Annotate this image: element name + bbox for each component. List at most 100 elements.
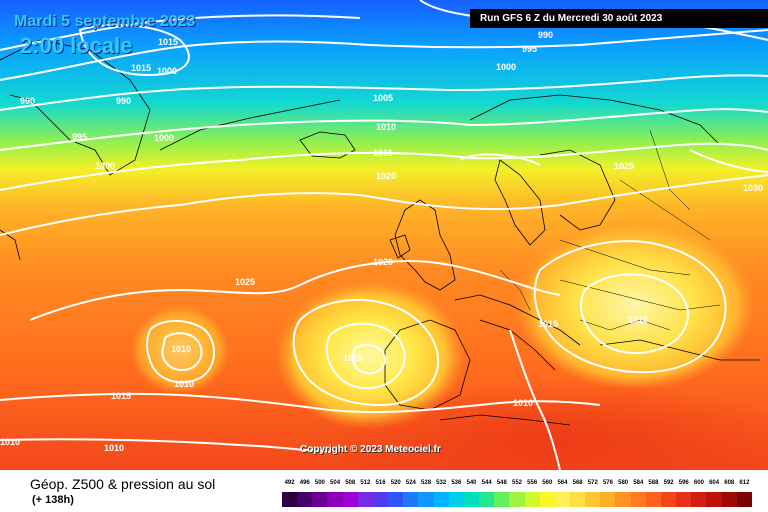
color-scale-swatch — [418, 492, 434, 507]
color-scale-label: 572 — [587, 480, 598, 486]
isobar-label: 995 — [72, 132, 87, 142]
color-scale-swatch — [706, 492, 722, 507]
color-scale-label: 532 — [436, 480, 447, 486]
color-scale-swatch — [569, 492, 586, 507]
color-scale-label: 604 — [709, 480, 720, 486]
color-scale-swatch — [645, 492, 661, 507]
isobar-label: 1010 — [628, 315, 648, 325]
isobar-labels: 1015 1015 1000 990 995 990 990 1000 1005… — [0, 30, 763, 453]
color-scale-swatch — [585, 492, 601, 507]
color-scale-label: 548 — [496, 480, 507, 486]
isobar-label: 1000 — [496, 62, 516, 72]
color-scale-swatch — [342, 492, 358, 507]
color-scale-label: 608 — [724, 480, 735, 486]
isobar-label: 1015 — [373, 148, 393, 158]
color-scale-label: 544 — [481, 480, 492, 486]
isobar-label: 1015 — [111, 391, 131, 401]
isobar-label: 1015 — [158, 37, 178, 47]
color-scale-label: 536 — [451, 480, 462, 486]
color-scale-swatch — [600, 492, 616, 507]
color-scale-swatch — [433, 492, 449, 507]
isobar-label: 1025 — [614, 161, 634, 171]
isobar-label: 1000 — [157, 66, 177, 76]
color-scale-label: 612 — [739, 480, 750, 486]
color-scale-label: 512 — [360, 480, 371, 486]
color-scale-label: 508 — [345, 480, 356, 486]
z500-ridge-balkans — [515, 220, 755, 390]
color-scale-swatch — [691, 492, 707, 507]
color-scale-swatch — [539, 492, 555, 507]
isobar-label: 1000 — [95, 161, 115, 171]
copyright-notice: Copyright © 2023 Meteociel.fr — [300, 444, 441, 455]
isobar-label: 1010 — [0, 437, 20, 447]
color-scale-label: 524 — [405, 480, 416, 486]
color-scale-label: 520 — [390, 480, 401, 486]
map-footer: Géop. Z500 & pression au sol (+ 138h) 49… — [0, 470, 768, 512]
isobar-label: 1030 — [743, 183, 763, 193]
color-scale-swatch — [372, 492, 389, 507]
z500-south-red — [320, 380, 768, 470]
borders — [499, 129, 721, 331]
color-scale-swatch — [676, 492, 692, 507]
run-info-banner: Run GFS 6 Z du Mercredi 30 août 2023 — [470, 9, 768, 28]
color-scale-label: 580 — [618, 480, 629, 486]
forecast-local-time: 2:00 locale — [20, 33, 133, 58]
color-scale-swatch — [660, 492, 677, 507]
color-scale-label: 564 — [557, 480, 568, 486]
color-scale-legend: 492 496 500 504 508 512 516 520 524 528 532 536 540 5… — [282, 480, 752, 507]
color-scale-swatch — [554, 492, 570, 507]
color-scale-swatch — [615, 492, 631, 507]
color-scale-label: 560 — [542, 480, 553, 486]
lead-time: (+ 138h) — [32, 494, 74, 506]
color-scale-label: 500 — [314, 480, 325, 486]
isobar-label: 990 — [538, 30, 553, 40]
color-scale-label: 556 — [527, 480, 538, 486]
color-scale-swatch — [721, 492, 737, 507]
isobars — [0, 0, 768, 470]
color-scale-label: 516 — [375, 480, 386, 486]
isobar-label: 1000 — [154, 133, 174, 143]
color-scale-swatch — [509, 492, 525, 507]
color-scale-labels: 492 496 500 504 508 512 516 520 524 528 532 536 540 5… — [282, 480, 752, 490]
color-scale-label: 596 — [678, 480, 689, 486]
color-scale-swatch — [736, 492, 752, 507]
color-scale-label: 504 — [330, 480, 341, 486]
color-scale-label: 592 — [663, 480, 674, 486]
isobar-label: 1025 — [235, 277, 255, 287]
isobar-label: 1015 — [538, 319, 558, 329]
color-scale-swatch — [297, 492, 313, 507]
color-scale-label: 584 — [633, 480, 644, 486]
color-scale-label: 568 — [572, 480, 583, 486]
forecast-date: Mardi 5 septembre 2023 — [14, 13, 196, 30]
color-scale-swatch — [282, 492, 298, 507]
isobar-label: 1020 — [373, 257, 393, 267]
isobar-label: 1015 — [131, 63, 151, 73]
color-scale-label: 600 — [693, 480, 704, 486]
color-scale-label: 576 — [602, 480, 613, 486]
isobar-label: 1010 — [376, 122, 396, 132]
color-scale-label: 540 — [466, 480, 477, 486]
color-scale-swatch — [524, 492, 540, 507]
color-scale-label: 492 — [284, 480, 295, 486]
color-scale-label: 588 — [648, 480, 659, 486]
color-scale-swatch — [327, 492, 343, 507]
isobar-label: 995 — [522, 44, 537, 54]
color-scale-swatch — [479, 492, 495, 507]
geopotential-map: 1015 1015 1000 990 995 990 990 1000 1005… — [0, 0, 768, 470]
isobar-label: 1020 — [376, 171, 396, 181]
color-scale-swatch — [448, 492, 464, 507]
color-scale-label: 528 — [421, 480, 432, 486]
z500-small-ridge — [130, 305, 230, 395]
product-title: Géop. Z500 & pression au sol — [30, 476, 216, 492]
isobar-label: 990 — [20, 96, 35, 106]
color-scale-label: 496 — [299, 480, 310, 486]
color-scale-swatch — [388, 492, 404, 507]
color-scale-swatches — [282, 492, 752, 507]
isobar-label: 1005 — [373, 93, 393, 103]
isobar-label: 1010 — [174, 379, 194, 389]
isobar-label: 1010 — [104, 443, 124, 453]
color-scale-swatch — [630, 492, 646, 507]
color-scale-swatch — [357, 492, 373, 507]
isobar-label: 1010 — [171, 344, 191, 354]
map-canvas: 1015 1015 1000 990 995 990 990 1000 1005… — [0, 0, 768, 470]
